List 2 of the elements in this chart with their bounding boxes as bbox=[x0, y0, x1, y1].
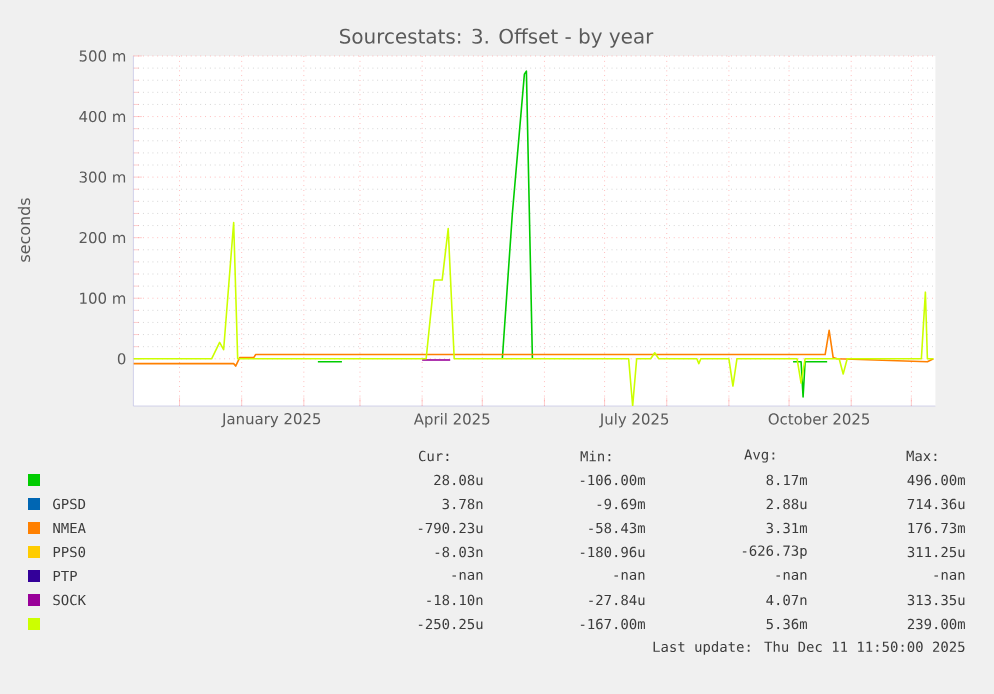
line-series bbox=[133, 329, 935, 367]
chart-title: Sourcestats: 3. Offset - by year bbox=[340, 28, 654, 48]
